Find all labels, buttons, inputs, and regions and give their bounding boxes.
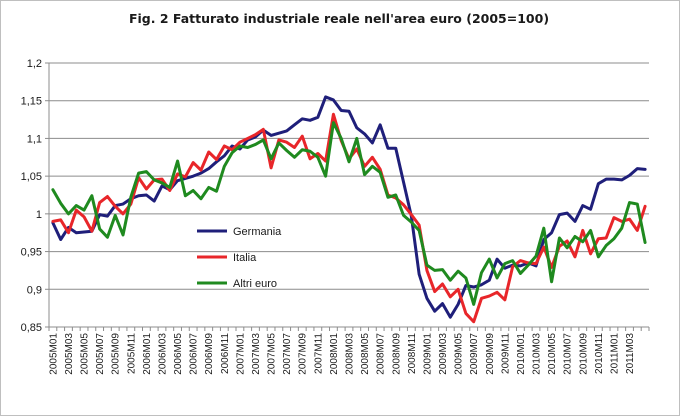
x-tick-label: 2007M11 [313,333,324,374]
x-tick-label: 2009M05 [454,333,465,375]
x-tick-label: 2008M01 [329,333,340,375]
x-tick-label: 2011M03 [625,333,636,374]
series-lines [51,95,647,324]
x-tick-label: 2007M01 [235,333,246,375]
x-tick-label: 2010M09 [578,333,589,375]
x-tick-label: 2008M11 [407,333,418,374]
x-tick-label: 2006M09 [204,333,215,375]
y-tick-label: 0,9 [27,284,42,296]
x-tick-label: 2009M03 [438,333,449,375]
x-tick-label: 2007M03 [251,333,262,375]
x-tick-label: 2008M07 [376,333,387,375]
y-tick-label: 0,95 [21,247,42,259]
legend-label: Germania [233,226,282,238]
x-tick-label: 2010M07 [563,333,574,375]
y-axis-tick-labels: 0,85 0,9 0,95 1 1,05 1,1 1,15 1,2 [21,58,42,334]
axes [48,63,650,331]
gridlines [45,62,649,328]
legend-label: Altri euro [233,278,277,290]
x-tick-label: 2011M01 [609,333,620,374]
x-tick-label: 2009M11 [500,333,511,374]
x-tick-label: 2005M11 [126,333,137,374]
chart-title: Fig. 2 Fatturato industriale reale nell'… [129,11,549,26]
x-axis-tick-labels: 2005M01 2005M03 2005M05 2005M07 2005M09 2005M… [48,333,636,375]
y-tick-label: 1,1 [27,133,42,145]
x-tick-label: 2010M11 [594,333,605,374]
x-tick-label: 2007M05 [267,333,278,375]
x-tick-label: 2008M03 [345,333,356,375]
x-tick-label: 2006M05 [173,333,184,375]
x-tick-label: 2006M07 [189,333,200,375]
x-tick-label: 2006M01 [142,333,153,375]
x-tick-label: 2006M03 [157,333,168,375]
x-tick-label: 2007M07 [282,333,293,375]
x-tick-label: 2005M05 [80,333,91,375]
y-tick-label: 0,85 [21,322,42,334]
x-tick-label: 2005M03 [64,333,75,375]
y-tick-label: 1,05 [21,171,42,183]
series-line-germania [51,95,647,319]
y-tick-label: 1 [36,209,42,221]
x-tick-label: 2009M09 [485,333,496,375]
x-tick-label: 2009M07 [469,333,480,375]
x-tick-label: 2010M01 [516,333,527,375]
x-tick-label: 2008M09 [391,333,402,375]
series-line-altri-euro [51,121,647,306]
x-tick-label: 2010M03 [532,333,543,375]
x-tick-label: 2005M07 [95,333,106,375]
x-tick-label: 2010M05 [547,333,558,375]
x-tick-label: 2006M11 [220,333,231,374]
series-line-italia [51,112,647,324]
x-tick-label: 2005M09 [111,333,122,375]
x-tick-label: 2005M01 [48,333,59,375]
x-tick-label: 2008M05 [360,333,371,375]
y-tick-label: 1,15 [21,96,42,108]
legend: Germania Italia Altri euro [197,226,282,290]
x-tick-label: 2009M01 [422,333,433,375]
y-tick-label: 1,2 [27,58,42,70]
x-tick-label: 2007M09 [298,333,309,375]
legend-label: Italia [233,252,257,264]
